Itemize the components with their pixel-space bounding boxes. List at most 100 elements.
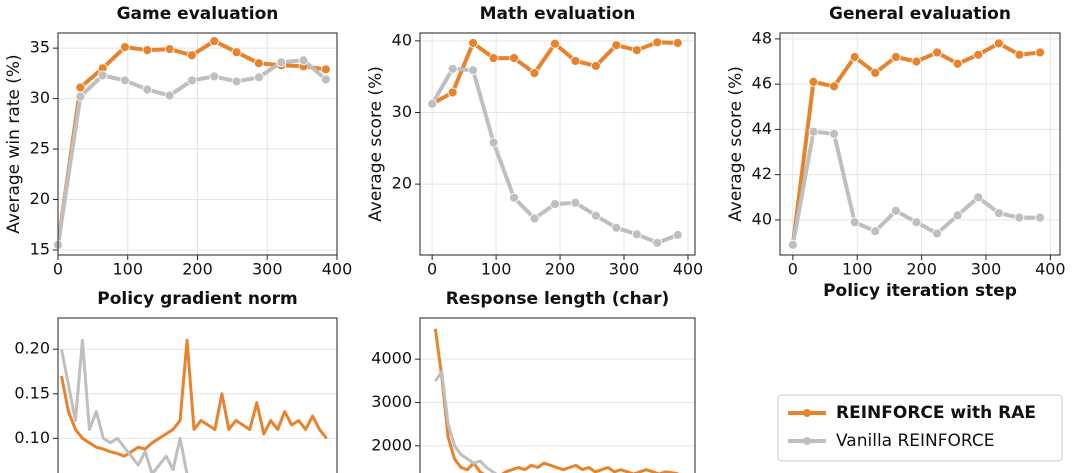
y-tick-label: 44 [752,119,772,138]
point [631,45,642,56]
point [808,126,819,137]
x-axis-label: Policy iteration step [823,281,1017,301]
y-tick-label: 30 [30,88,50,107]
point [590,210,601,221]
point [993,38,1004,49]
point [298,55,309,66]
panel: 0.10 0.15 0.20 Policy gradient norm [14,289,338,473]
series-line [433,328,679,473]
axes-frame [779,32,1061,256]
point [808,76,819,87]
point [253,58,264,69]
x-tick-label: 100 [842,260,873,279]
y-tick-label: 46 [752,74,772,93]
legend-marker [803,409,811,417]
legend-label: REINFORCE with RAE [836,403,1036,423]
point [253,72,264,83]
series-line [430,66,679,245]
y-tick-label: 2000 [371,435,412,454]
y-axis-label: Average score (%) [726,66,746,222]
y-tick-label: 20 [30,189,50,208]
point [932,47,942,58]
point [488,53,499,63]
x-tick-label: 200 [182,260,213,279]
point [911,56,922,67]
chart-title: Math evaluation [480,4,636,24]
point [611,222,622,233]
point [890,205,901,216]
point [488,137,499,148]
point [631,229,642,240]
point [829,81,839,92]
x-tick-label: 400 [1035,260,1066,279]
point [911,217,922,228]
point [870,67,881,78]
x-tick-label: 400 [673,260,704,279]
point [652,37,663,48]
chart-title: General evaluation [829,4,1011,24]
point [231,76,242,87]
y-tick-label: 15 [30,239,50,258]
x-tick-label: 0 [53,260,63,279]
point [952,210,963,221]
series-line [60,338,328,458]
x-tick-label: 200 [545,260,576,279]
point [550,38,560,49]
y-tick-label: 3000 [371,392,412,411]
point [75,82,86,93]
point [427,98,438,109]
series-line [58,39,327,246]
x-tick-label: 0 [427,260,437,279]
axes-frame [419,317,696,473]
point [120,75,130,86]
point [447,63,458,74]
series-line [790,129,1041,246]
point [849,217,860,228]
y-tick-label: 42 [752,164,772,183]
chart-title: Response length (char) [446,289,670,309]
point [1014,49,1025,60]
point [529,213,540,224]
legend: REINFORCE with RAE Vanilla REINFORCE [777,394,1063,462]
point [468,38,478,48]
point [993,208,1004,219]
point [870,226,881,237]
series-line [58,58,328,246]
point [320,74,331,85]
point [97,70,108,81]
x-tick-label: 0 [788,260,798,279]
axes-frame [57,317,338,473]
y-tick-label: 40 [752,209,772,228]
y-tick-label: 40 [392,30,412,49]
y-tick-label: 30 [392,102,412,121]
point [672,38,683,48]
legend-marker [803,437,811,445]
legend-box [777,394,1063,462]
y-tick-label: 0.10 [14,428,50,447]
point [611,40,622,51]
point [932,228,942,239]
axes-frame [57,32,338,256]
point [187,75,197,86]
panel: 15 20 25 30 35 0 100 200 300 400 Game evaluation Av… [4,4,352,279]
point [1035,212,1045,223]
x-tick-label: 300 [252,260,283,279]
point [973,49,984,60]
point [570,56,581,66]
point [509,53,519,63]
axes-frame [419,32,696,256]
y-tick-label: 20 [392,174,412,193]
point [142,84,153,95]
point [187,50,197,61]
y-tick-label: 0.20 [14,339,50,358]
point [590,61,601,71]
chart-title: Game evaluation [117,4,279,24]
series-line [434,370,498,473]
point [529,68,540,79]
y-tick-label: 35 [30,38,50,57]
legend-label: Vanilla REINFORCE [836,431,995,451]
point [164,44,175,55]
point [209,36,220,46]
point [973,192,984,203]
